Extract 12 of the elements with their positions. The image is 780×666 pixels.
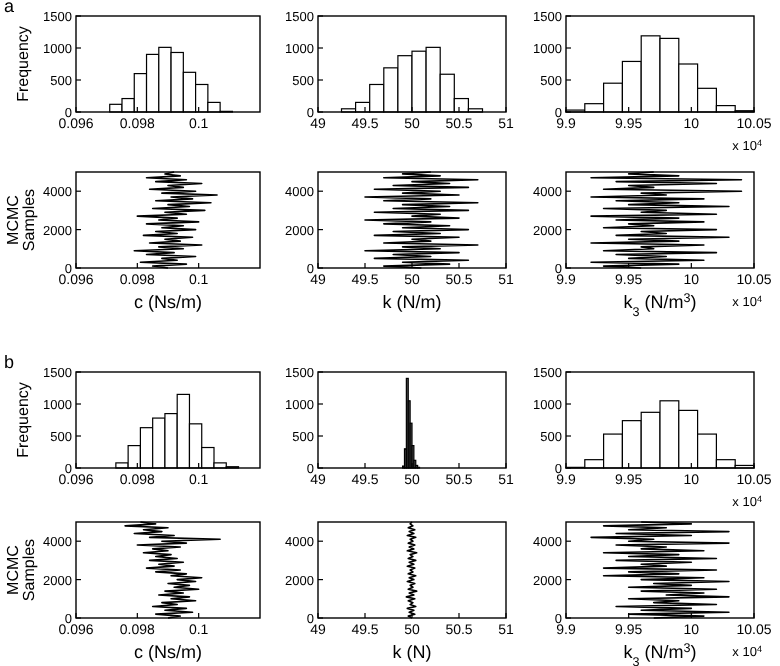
y-axis-title: Frequency bbox=[14, 382, 32, 458]
y-axis-title: Frequency bbox=[14, 26, 32, 102]
x-axis-title: k (N) bbox=[392, 642, 432, 662]
y-axis-title: MCMC Samples bbox=[4, 538, 38, 602]
text: b bbox=[4, 352, 15, 373]
x-axis-title: c (Ns/m) bbox=[134, 642, 202, 662]
text: a bbox=[4, 0, 15, 17]
x-axis-title: c (Ns/m) bbox=[134, 292, 202, 312]
x-axis-title: k$_{3}$ (N/m$^{3}$) bbox=[623, 291, 697, 319]
x-axis-title: k$_{3}$ (N/m$^{3}$) bbox=[623, 641, 697, 666]
y-axis-title: MCMC Samples bbox=[4, 188, 38, 252]
x-axis-title: k (N/m) bbox=[382, 292, 442, 312]
